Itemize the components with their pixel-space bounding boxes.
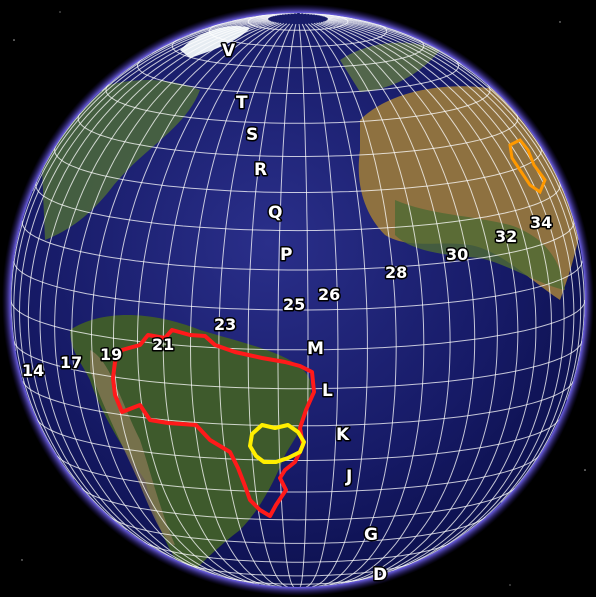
meridian-line	[247, 23, 294, 587]
region-outline[interactable]	[248, 423, 306, 464]
parallel-line	[224, 576, 372, 585]
meridian-line	[71, 21, 275, 581]
meridian-line	[327, 19, 582, 503]
parallel-line	[54, 145, 542, 193]
parallel-line	[136, 58, 460, 94]
meridian-line	[320, 21, 519, 581]
zone-label-14: 14	[22, 361, 44, 380]
parallel-line	[109, 516, 487, 544]
south-america-land	[70, 315, 311, 575]
meridian-line	[326, 19, 575, 543]
graticule	[11, 13, 585, 587]
zone-label-19: 19	[100, 345, 122, 364]
column-label-q: Q	[268, 203, 282, 223]
meridian-line	[189, 16, 271, 35]
polar-ice	[180, 26, 250, 58]
parallel-line	[143, 541, 453, 563]
meridian-line	[151, 17, 270, 54]
parallel-line	[13, 340, 583, 390]
meridian-line	[327, 17, 517, 114]
parallel-line	[77, 112, 519, 157]
meridian-line	[136, 22, 282, 585]
meridian-line	[316, 22, 476, 585]
parallel-line	[13, 260, 583, 311]
zone-label-32: 32	[495, 227, 517, 246]
column-label-m: M	[307, 339, 324, 359]
column-label-t: T	[236, 93, 248, 113]
meridian-line	[218, 23, 291, 587]
meridian-line	[13, 19, 269, 480]
column-label-d: D	[373, 565, 387, 585]
parallel-line	[181, 561, 415, 577]
meridian-line	[310, 23, 425, 587]
meridian-line	[90, 22, 277, 582]
brazil-outline[interactable]	[111, 328, 316, 518]
meridian-line	[326, 16, 417, 39]
parallel-line	[11, 299, 585, 351]
meridian-line	[277, 23, 297, 587]
column-label-p: P	[280, 245, 292, 265]
zone-label-25: 25	[283, 295, 305, 314]
column-label-r: R	[254, 160, 267, 180]
zone-label-17: 17	[60, 353, 82, 372]
column-label-v: V	[222, 41, 236, 61]
zone-label-21: 21	[152, 335, 174, 354]
meridian-line	[301, 23, 339, 587]
column-label-g: G	[364, 525, 378, 545]
parallel-line	[22, 380, 574, 427]
column-label-l: L	[322, 381, 333, 401]
parallel-line	[56, 455, 540, 493]
meridian-line	[27, 20, 270, 559]
andes-ridge	[90, 350, 175, 545]
zone-label-34: 34	[530, 213, 552, 232]
meridian-line	[304, 23, 368, 587]
meridian-line	[11, 18, 269, 351]
column-label-k: K	[336, 425, 350, 445]
column-label-j: J	[345, 467, 352, 487]
meridian-line	[325, 20, 565, 563]
parallel-line	[81, 487, 515, 521]
meridian-line	[54, 21, 273, 576]
north-america-land	[40, 80, 200, 240]
stars	[13, 11, 586, 586]
zone-labels: 14 17 19 21 23 25 26 28 30 32 34	[21, 212, 554, 382]
column-labels: V T S R Q P M L K J G D	[221, 40, 389, 587]
meridian-line	[313, 22, 451, 586]
zone-label-26: 26	[318, 285, 340, 304]
parallel-line	[105, 83, 491, 124]
parallel-line	[208, 22, 388, 48]
column-label-s: S	[246, 125, 258, 145]
meridian-line	[112, 22, 279, 584]
meridian-line	[322, 21, 537, 578]
europe-land	[340, 42, 440, 92]
meridian-line	[296, 13, 298, 15]
meridian-line	[298, 24, 309, 587]
parallel-lines	[11, 13, 585, 585]
parallel-line	[171, 38, 425, 69]
parallel-line	[21, 220, 575, 271]
meridian-line	[307, 23, 397, 587]
zone-label-30: 30	[446, 245, 468, 264]
africa-marker[interactable]	[508, 138, 547, 195]
zone-label-23: 23	[214, 315, 236, 334]
meridian-line	[327, 17, 462, 65]
meridian-line	[318, 22, 498, 584]
zone-label-28: 28	[385, 263, 407, 282]
parallel-line	[35, 181, 561, 232]
meridian-line	[162, 23, 285, 587]
parallel-line	[36, 419, 560, 461]
meridian-line	[189, 23, 288, 587]
meridian-line	[101, 17, 269, 92]
africa-vegetation	[395, 200, 565, 290]
